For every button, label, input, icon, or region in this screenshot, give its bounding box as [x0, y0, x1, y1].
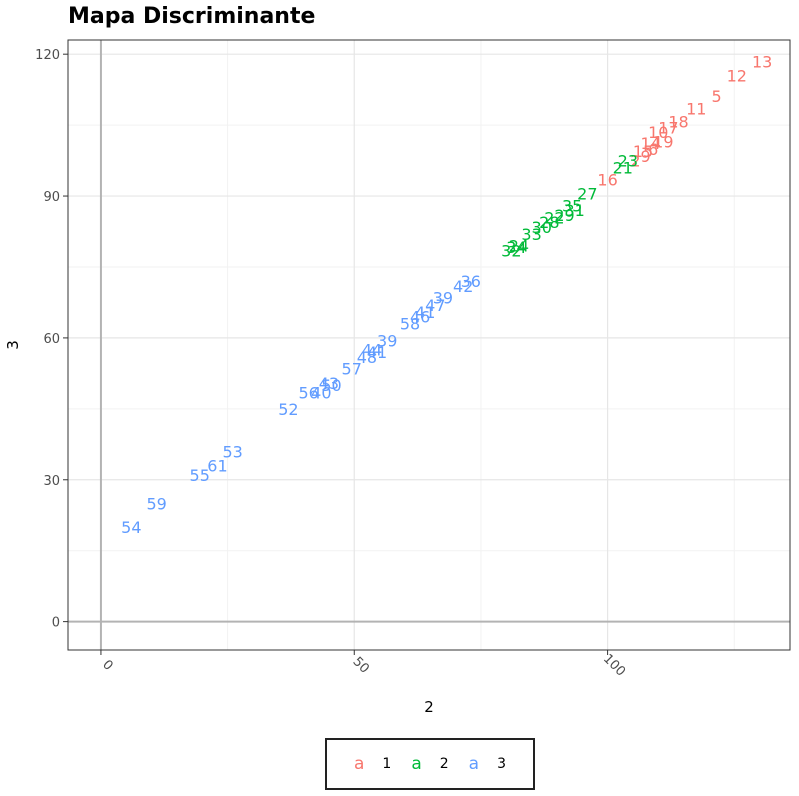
- minor-gridlines: [68, 40, 790, 650]
- point-label-group-3: 50: [321, 376, 341, 395]
- x-tick-label: 100: [600, 651, 628, 679]
- y-tick-label: 60: [43, 332, 60, 347]
- point-label-group-2: 24: [509, 237, 529, 256]
- point-label-group-3: 44: [362, 341, 382, 360]
- point-label-group-1: 17: [658, 118, 678, 137]
- point-label-group-1: 6: [648, 140, 658, 159]
- chart-title: Mapa Discriminante: [68, 4, 316, 29]
- legend-key: a: [468, 754, 480, 774]
- point-label-group-1: 12: [727, 66, 747, 85]
- point-label-group-2: 22: [544, 208, 564, 227]
- y-axis: 0 30 60 90 120: [35, 48, 68, 631]
- point-label-group-3: 41: [367, 343, 387, 362]
- x-axis-title: 2: [424, 698, 434, 716]
- point-label-group-3: 57: [342, 360, 362, 379]
- point-label-group-1: 13: [752, 52, 772, 71]
- legend-label: 1: [382, 756, 392, 772]
- point-label-group-3: 39: [377, 331, 397, 350]
- point-label-group-3: 59: [146, 494, 166, 513]
- legend-label: 2: [439, 756, 449, 772]
- data-labels: 1312511181710191461592162723213531292228…: [121, 52, 772, 537]
- point-label-group-2: 33: [521, 225, 541, 244]
- point-label-group-3: 42: [453, 277, 473, 296]
- point-label-group-3: 48: [357, 348, 377, 367]
- point-label-group-2: 30: [532, 218, 552, 237]
- y-axis-title: 3: [4, 340, 22, 350]
- point-label-group-1: 18: [668, 112, 688, 131]
- point-label-group-1: 5: [711, 87, 721, 106]
- reference-lines: [68, 40, 790, 650]
- point-label-group-1: 14: [640, 134, 660, 153]
- point-label-group-3: 56: [298, 383, 318, 402]
- point-label-group-3: 55: [190, 466, 210, 485]
- point-label-group-1: 11: [686, 100, 706, 119]
- point-label-group-2: 28: [539, 213, 559, 232]
- point-label-group-3: 40: [311, 383, 331, 402]
- point-label-group-2: 34: [506, 238, 526, 257]
- point-label-group-2: 35: [562, 197, 582, 216]
- x-tick-label: 0: [99, 657, 115, 673]
- point-label-group-3: 61: [207, 457, 227, 476]
- x-axis: 0 50 100: [99, 650, 628, 680]
- point-label-group-3: 43: [319, 374, 339, 393]
- point-label-group-3: 39: [433, 289, 453, 308]
- point-label-group-2: 32: [501, 241, 521, 260]
- point-label-group-2: 27: [577, 185, 597, 204]
- legend-key: a: [353, 754, 365, 774]
- point-label-group-3: 41: [415, 303, 435, 322]
- point-label-group-3: 54: [121, 518, 141, 537]
- point-label-group-3: 47: [425, 296, 445, 315]
- plot-panel-border: [67, 39, 791, 651]
- point-label-group-1: 10: [648, 123, 668, 142]
- y-tick-label: 0: [52, 616, 60, 631]
- x-tick-label: 50: [350, 654, 372, 676]
- y-tick-label: 30: [43, 474, 60, 489]
- point-label-group-2: 29: [554, 206, 574, 225]
- y-tick-label: 90: [43, 190, 60, 205]
- y-tick-label: 120: [35, 48, 60, 63]
- point-label-group-3: 46: [410, 308, 430, 327]
- point-label-group-3: 53: [222, 442, 242, 461]
- legend-key: a: [411, 754, 422, 774]
- plot-panel-background: [68, 40, 790, 650]
- point-label-group-3: 58: [400, 315, 420, 334]
- point-label-group-2: 23: [618, 152, 638, 171]
- point-label-group-2: 21: [613, 159, 633, 178]
- point-label-group-1: 9: [641, 147, 651, 166]
- legend-label: 3: [497, 756, 507, 772]
- point-label-group-2: 31: [564, 201, 584, 220]
- point-label-group-3: 36: [461, 272, 481, 291]
- point-label-group-1: 19: [653, 133, 673, 152]
- point-label-group-1: 16: [597, 170, 617, 189]
- point-label-group-1: 15: [633, 142, 653, 161]
- point-label-group-1: 2: [630, 152, 640, 171]
- point-label-group-3: 52: [278, 400, 298, 419]
